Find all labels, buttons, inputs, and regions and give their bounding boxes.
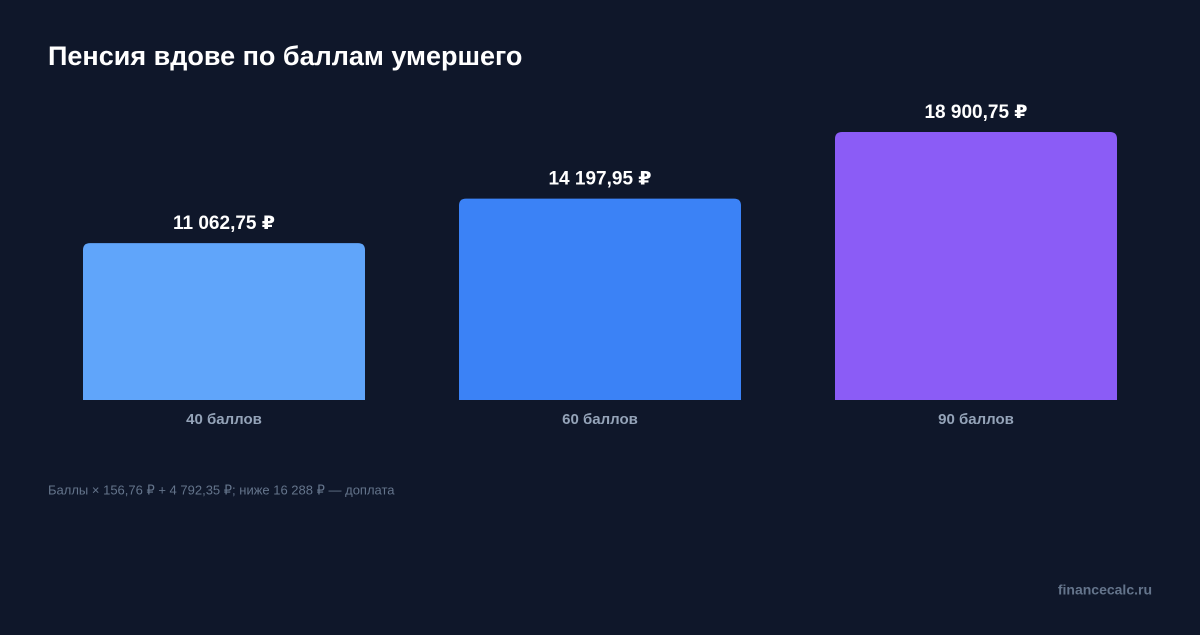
value-label: 18 900,75 ₽ — [924, 102, 1027, 123]
chart-title: Пенсия вдове по баллам умершего — [48, 41, 522, 71]
value-label: 14 197,95 ₽ — [548, 169, 651, 190]
x-tick-label: 60 баллов — [562, 411, 638, 428]
bar — [835, 132, 1117, 400]
x-tick-label: 90 баллов — [938, 411, 1014, 428]
x-tick-label: 40 баллов — [186, 411, 262, 428]
value-label: 11 062,75 ₽ — [173, 213, 275, 234]
bar — [83, 243, 365, 400]
footnote: Баллы × 156,76 ₽ + 4 792,35 ₽; ниже 16 2… — [48, 482, 395, 497]
source: financecalc.ru — [1058, 582, 1152, 598]
bar — [459, 198, 741, 400]
